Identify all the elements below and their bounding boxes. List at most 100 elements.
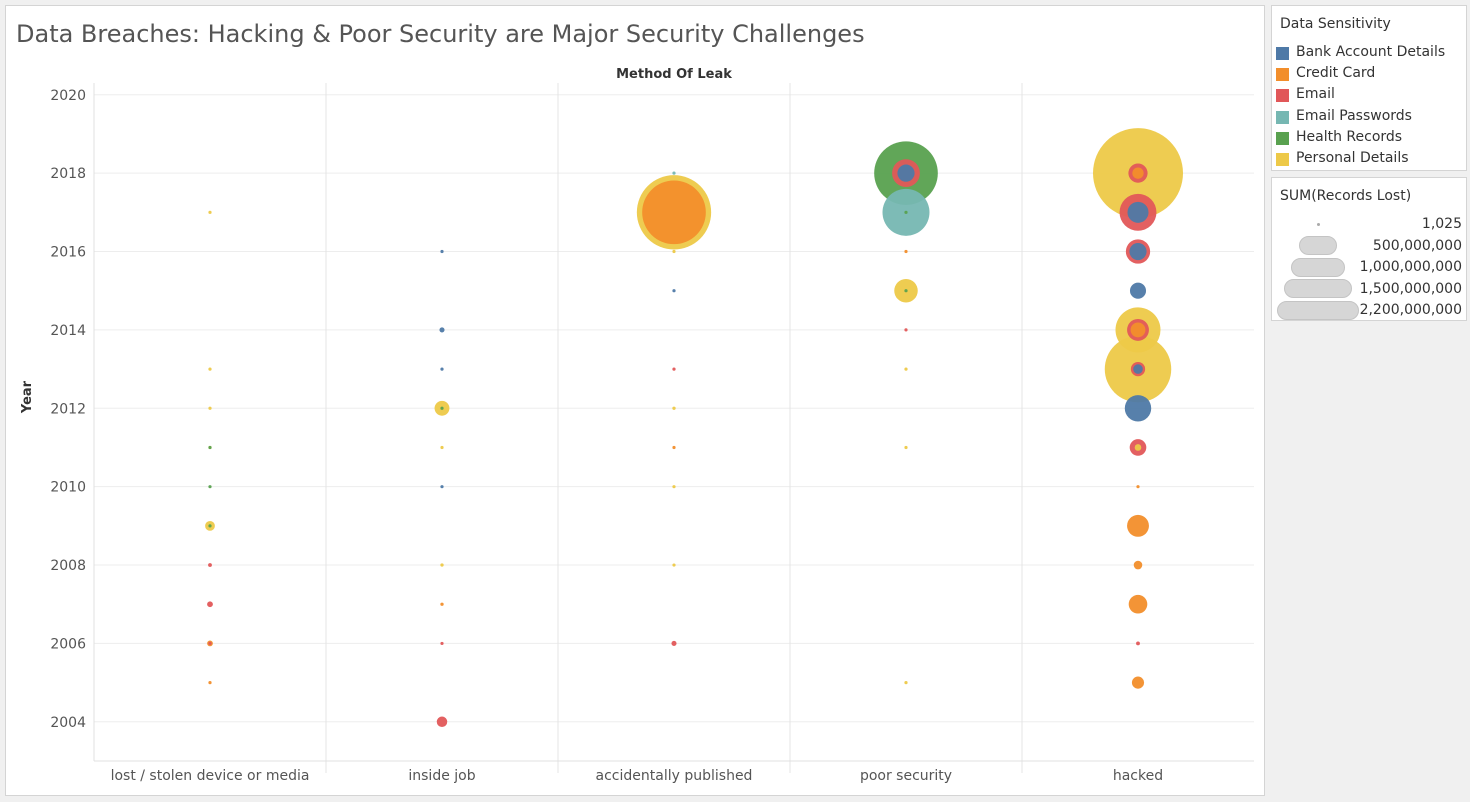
y-tick-label: 2012: [50, 401, 86, 417]
legend-swatch: [1276, 153, 1289, 166]
column-header: Method Of Leak: [616, 67, 732, 82]
data-point: [208, 524, 212, 528]
data-point: [672, 249, 676, 254]
data-point: [208, 367, 212, 371]
data-point: [1131, 676, 1145, 689]
size-legend-item: 500,000,000: [1272, 236, 1466, 257]
data-point: [1134, 444, 1142, 451]
data-point: [672, 289, 676, 293]
data-point: [904, 367, 908, 371]
x-category-label: hacked: [1113, 768, 1163, 784]
legend-item[interactable]: Personal Details: [1276, 149, 1464, 169]
size-legend-item: 1,025: [1272, 214, 1466, 235]
y-tick-label: 2016: [50, 245, 86, 261]
y-tick-label: 2006: [50, 636, 86, 652]
size-legend-item: 1,500,000,000: [1272, 279, 1466, 300]
data-point: [208, 563, 212, 567]
size-legend-label: 500,000,000: [1372, 237, 1462, 254]
data-point: [1133, 560, 1143, 570]
size-legend-label: 1,500,000,000: [1359, 280, 1462, 297]
data-point: [672, 485, 676, 489]
y-tick-label: 2008: [50, 558, 86, 574]
data-point: [642, 180, 706, 245]
legend-item[interactable]: Email Passwords: [1276, 107, 1464, 127]
data-point: [672, 367, 676, 371]
data-point: [904, 289, 908, 293]
x-category-label: inside job: [408, 768, 475, 784]
legend-item[interactable]: Credit Card: [1276, 64, 1464, 84]
y-tick-label: 2004: [50, 715, 86, 731]
data-point: [440, 445, 444, 450]
size-legend-title: SUM(Records Lost): [1280, 188, 1412, 204]
data-point: [1136, 485, 1140, 489]
data-point: [1124, 395, 1152, 422]
legend-swatch: [1276, 89, 1289, 103]
color-legend-title: Data Sensitivity: [1280, 16, 1391, 32]
data-point: [672, 445, 676, 450]
data-point: [904, 445, 908, 450]
data-point: [440, 641, 444, 646]
x-category-label: poor security: [860, 768, 952, 784]
legend-label: Email Passwords: [1296, 107, 1412, 124]
data-point: [440, 602, 444, 606]
size-legend-item: 1,000,000,000: [1272, 257, 1466, 278]
legend-label: Credit Card: [1296, 65, 1376, 82]
size-legend-item: 2,200,000,000: [1272, 300, 1466, 321]
data-point: [440, 485, 444, 489]
legend-swatch: [1276, 131, 1289, 145]
data-point: [672, 406, 676, 410]
data-point: [440, 249, 444, 254]
size-legend-shape: [1291, 257, 1345, 277]
legend-label: Personal Details: [1296, 150, 1409, 166]
legend-item[interactable]: Email: [1276, 85, 1464, 105]
x-category-label: accidentally published: [596, 768, 753, 784]
legend-item[interactable]: Bank Account Details: [1276, 43, 1464, 63]
data-point: [1133, 364, 1143, 374]
data-point: [208, 406, 212, 410]
chart-title: Data Breaches: Hacking & Poor Security a…: [16, 20, 865, 48]
data-point: [904, 681, 908, 685]
data-point: [208, 210, 212, 214]
data-point: [440, 563, 444, 567]
data-point: [904, 328, 908, 332]
legend-swatch: [1276, 68, 1289, 82]
data-point: [672, 563, 676, 567]
x-category-label: lost / stolen device or media: [111, 768, 310, 784]
data-point: [1127, 514, 1149, 537]
data-point: [208, 681, 212, 685]
chart-plot: 2004 2006 2008 2010 2012 2014 2016 2018 2020 Year…: [20, 67, 1254, 784]
data-point: [439, 327, 445, 333]
size-legend-label: 2,200,000,000: [1359, 302, 1462, 318]
chart-panel: 2004 2006 2008 2010 2012 2014 2016 2018 2020 Year…: [5, 5, 1265, 796]
y-tick-label: 2020: [50, 88, 86, 104]
y-axis-label: Year: [20, 380, 35, 414]
data-point: [1128, 594, 1148, 614]
data-point: [1129, 242, 1147, 261]
data-point: [208, 445, 212, 450]
data-point: [897, 164, 915, 182]
size-legend-shape: [1284, 279, 1352, 298]
legend-label: Bank Account Details: [1296, 44, 1446, 60]
data-point: [904, 210, 908, 214]
legend-label: Health Records: [1296, 128, 1403, 145]
data-point: [440, 367, 444, 371]
size-legend-label: 1,025: [1421, 216, 1462, 232]
data-point: [440, 406, 444, 410]
legend-item[interactable]: Health Records: [1276, 128, 1464, 148]
data-point: [1129, 282, 1147, 299]
data-point: [672, 171, 676, 175]
data-point: [436, 716, 448, 728]
size-legend-label: 1,000,000,000: [1359, 259, 1462, 275]
data-point: [1130, 322, 1146, 338]
size-legend[interactable]: SUM(Records Lost) 1,025 500,000,000 1,000,…: [1271, 177, 1467, 321]
legend-label: Email: [1296, 86, 1335, 103]
data-point: [904, 249, 908, 254]
data-point: [1127, 201, 1149, 223]
y-tick-label: 2010: [50, 480, 86, 496]
size-legend-shape: [1316, 222, 1320, 226]
data-point: [1136, 641, 1140, 646]
legend-swatch: [1276, 110, 1289, 124]
color-legend[interactable]: Data Sensitivity Bank Account Details Cre…: [1271, 5, 1467, 171]
y-tick-label: 2014: [50, 323, 86, 339]
data-point: [1132, 167, 1144, 179]
